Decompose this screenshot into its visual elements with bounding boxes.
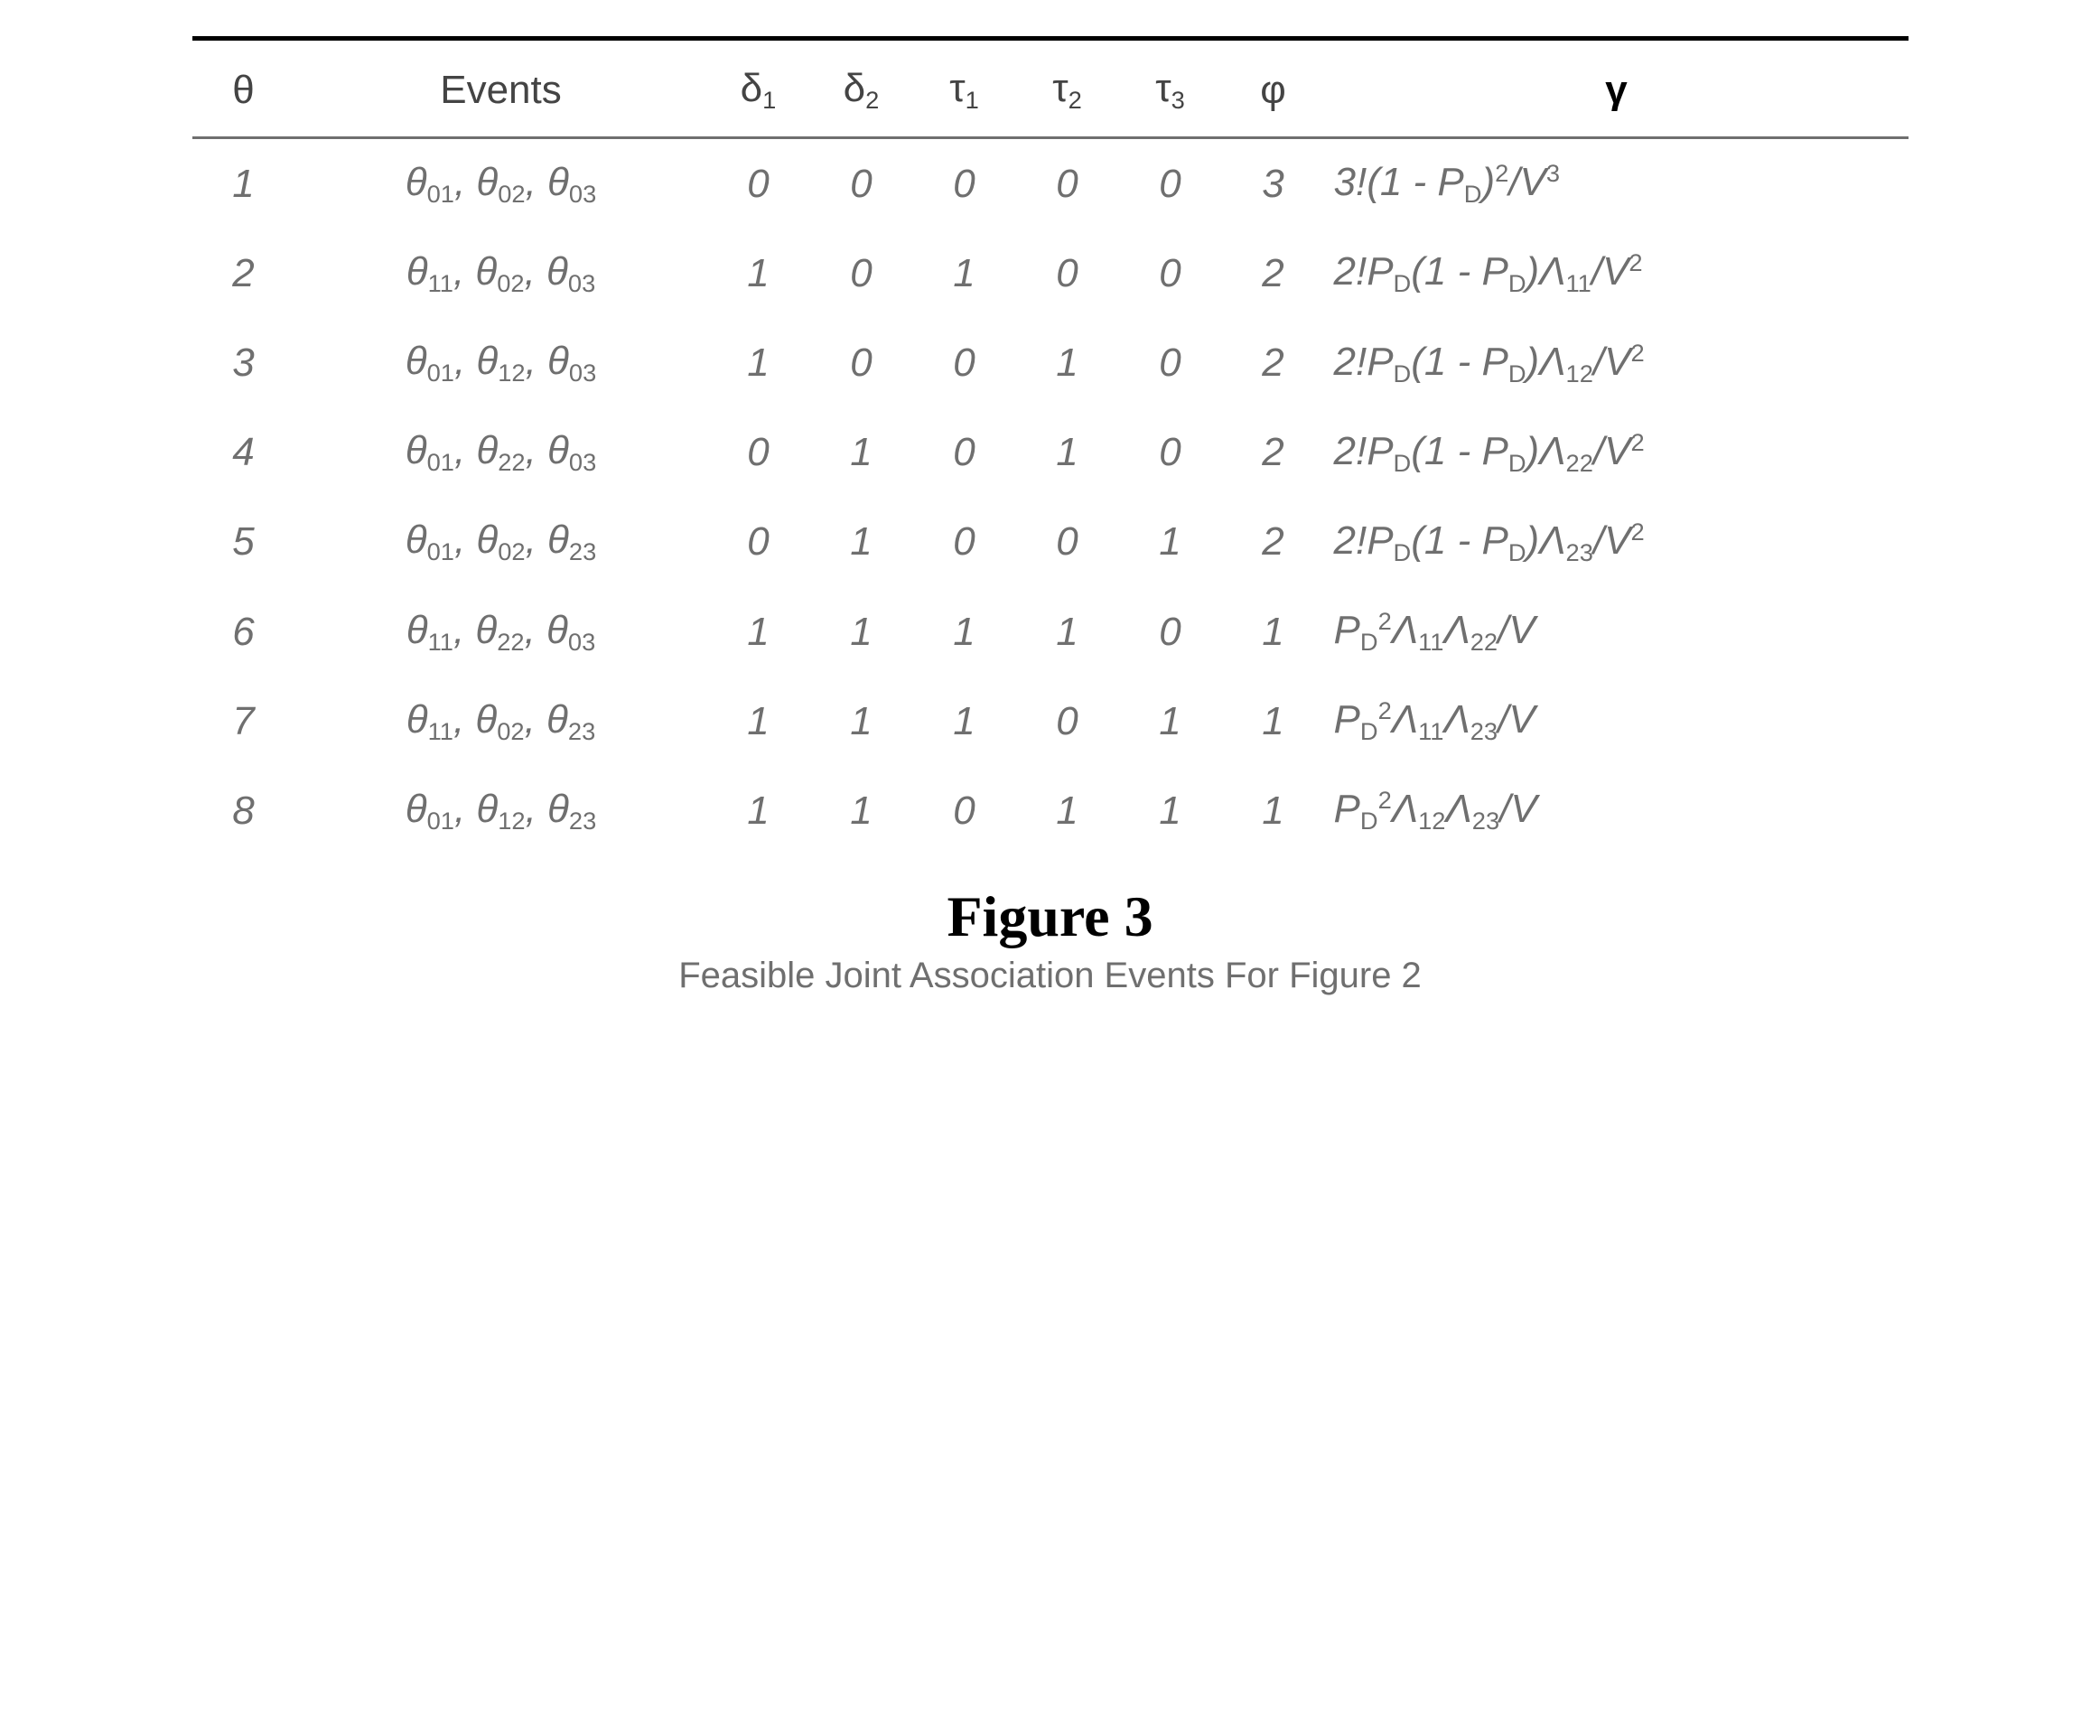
table-cell: 0 (913, 138, 1016, 229)
table-cell: 1 (1119, 677, 1222, 766)
table-cell: 0 (1119, 587, 1222, 677)
table-cell: 1 (913, 229, 1016, 318)
table-cell: θ11, θ02, θ23 (295, 677, 707, 766)
table-cell: 0 (707, 498, 810, 587)
table-cell: 2 (192, 229, 295, 318)
table-row: 6θ11, θ22, θ03111101PD2Λ11Λ22/V (192, 587, 1909, 677)
table-cell: θ01, θ02, θ03 (295, 138, 707, 229)
table-cell: 6 (192, 587, 295, 677)
table-cell: 2!PD(1 - PD)Λ22/V2 (1325, 408, 1909, 498)
table-cell: 2!PD(1 - PD)Λ12/V2 (1325, 319, 1909, 408)
table-cell: 0 (913, 408, 1016, 498)
table-cell: 4 (192, 408, 295, 498)
table-cell: PD2Λ11Λ22/V (1325, 587, 1909, 677)
table-cell: 0 (913, 766, 1016, 855)
table-cell: 1 (1222, 766, 1325, 855)
table-row: 7θ11, θ02, θ23111011PD2Λ11Λ23/V (192, 677, 1909, 766)
table-cell: 0 (1119, 229, 1222, 318)
table-row: 2θ11, θ02, θ031010022!PD(1 - PD)Λ11/V2 (192, 229, 1909, 318)
table-cell: 0 (707, 408, 810, 498)
association-events-table: θEventsδ1δ2τ1τ2τ3φγ 1θ01, θ02, θ03000003… (192, 36, 1909, 856)
table-cell: 1 (1016, 587, 1119, 677)
col-header: γ (1325, 39, 1909, 138)
table-cell: 1 (810, 408, 913, 498)
table-cell: 5 (192, 498, 295, 587)
table-cell: 1 (810, 498, 913, 587)
table-row: 4θ01, θ22, θ030101022!PD(1 - PD)Λ22/V2 (192, 408, 1909, 498)
table-row: 5θ01, θ02, θ230100122!PD(1 - PD)Λ23/V2 (192, 498, 1909, 587)
table-cell: 1 (1119, 498, 1222, 587)
table-cell: θ01, θ12, θ23 (295, 766, 707, 855)
table-cell: 8 (192, 766, 295, 855)
table-cell: 0 (1119, 138, 1222, 229)
col-header: Events (295, 39, 707, 138)
table-cell: 1 (192, 138, 295, 229)
table-cell: 2 (1222, 408, 1325, 498)
table-cell: θ11, θ22, θ03 (295, 587, 707, 677)
table-cell: 0 (1016, 138, 1119, 229)
table-cell: 1 (1016, 766, 1119, 855)
table-cell: PD2Λ12Λ23/V (1325, 766, 1909, 855)
table-row: 3θ01, θ12, θ031001022!PD(1 - PD)Λ12/V2 (192, 319, 1909, 408)
table-cell: 1 (1016, 408, 1119, 498)
table-cell: θ11, θ02, θ03 (295, 229, 707, 318)
table-cell: 1 (1222, 587, 1325, 677)
table-row: 8θ01, θ12, θ23110111PD2Λ12Λ23/V (192, 766, 1909, 855)
table-cell: 1 (707, 587, 810, 677)
table-cell: 0 (1016, 229, 1119, 318)
table-cell: 2!PD(1 - PD)Λ11/V2 (1325, 229, 1909, 318)
table-cell: 3 (192, 319, 295, 408)
table-cell: 2 (1222, 229, 1325, 318)
table-cell: 1 (810, 766, 913, 855)
col-header: φ (1222, 39, 1325, 138)
table-cell: 0 (1119, 408, 1222, 498)
table-cell: 0 (913, 498, 1016, 587)
table-cell: 1 (1016, 319, 1119, 408)
table-cell: 3!(1 - PD)2/V3 (1325, 138, 1909, 229)
table-cell: 0 (810, 138, 913, 229)
table-cell: 1 (707, 319, 810, 408)
table-cell: 1 (810, 587, 913, 677)
table-cell: θ01, θ12, θ03 (295, 319, 707, 408)
col-header: δ1 (707, 39, 810, 138)
col-header: τ2 (1016, 39, 1119, 138)
table-cell: 0 (1016, 677, 1119, 766)
table-cell: 7 (192, 677, 295, 766)
table-cell: 1 (707, 677, 810, 766)
table-cell: 3 (1222, 138, 1325, 229)
table-body: 1θ01, θ02, θ030000033!(1 - PD)2/V32θ11, … (192, 138, 1909, 856)
table-cell: 1 (913, 587, 1016, 677)
figure-caption: Figure 3 Feasible Joint Association Even… (192, 883, 1909, 996)
table-cell: 0 (1016, 498, 1119, 587)
table-cell: 0 (810, 319, 913, 408)
table-cell: 1 (707, 766, 810, 855)
table-cell: 1 (1119, 766, 1222, 855)
table-header-row: θEventsδ1δ2τ1τ2τ3φγ (192, 39, 1909, 138)
table-cell: 0 (1119, 319, 1222, 408)
figure-title: Figure 3 (192, 883, 1909, 950)
table-cell: 1 (913, 677, 1016, 766)
table-cell: 0 (913, 319, 1016, 408)
table-cell: 2 (1222, 498, 1325, 587)
col-header: δ2 (810, 39, 913, 138)
col-header: θ (192, 39, 295, 138)
col-header: τ1 (913, 39, 1016, 138)
figure-subtitle: Feasible Joint Association Events For Fi… (192, 956, 1909, 996)
table-row: 1θ01, θ02, θ030000033!(1 - PD)2/V3 (192, 138, 1909, 229)
table-cell: 1 (1222, 677, 1325, 766)
table-cell: θ01, θ02, θ23 (295, 498, 707, 587)
table-cell: 0 (810, 229, 913, 318)
table-cell: θ01, θ22, θ03 (295, 408, 707, 498)
col-header: τ3 (1119, 39, 1222, 138)
table-cell: 0 (707, 138, 810, 229)
table-cell: 2 (1222, 319, 1325, 408)
table-cell: 1 (707, 229, 810, 318)
table-cell: 2!PD(1 - PD)Λ23/V2 (1325, 498, 1909, 587)
table-cell: PD2Λ11Λ23/V (1325, 677, 1909, 766)
table-cell: 1 (810, 677, 913, 766)
